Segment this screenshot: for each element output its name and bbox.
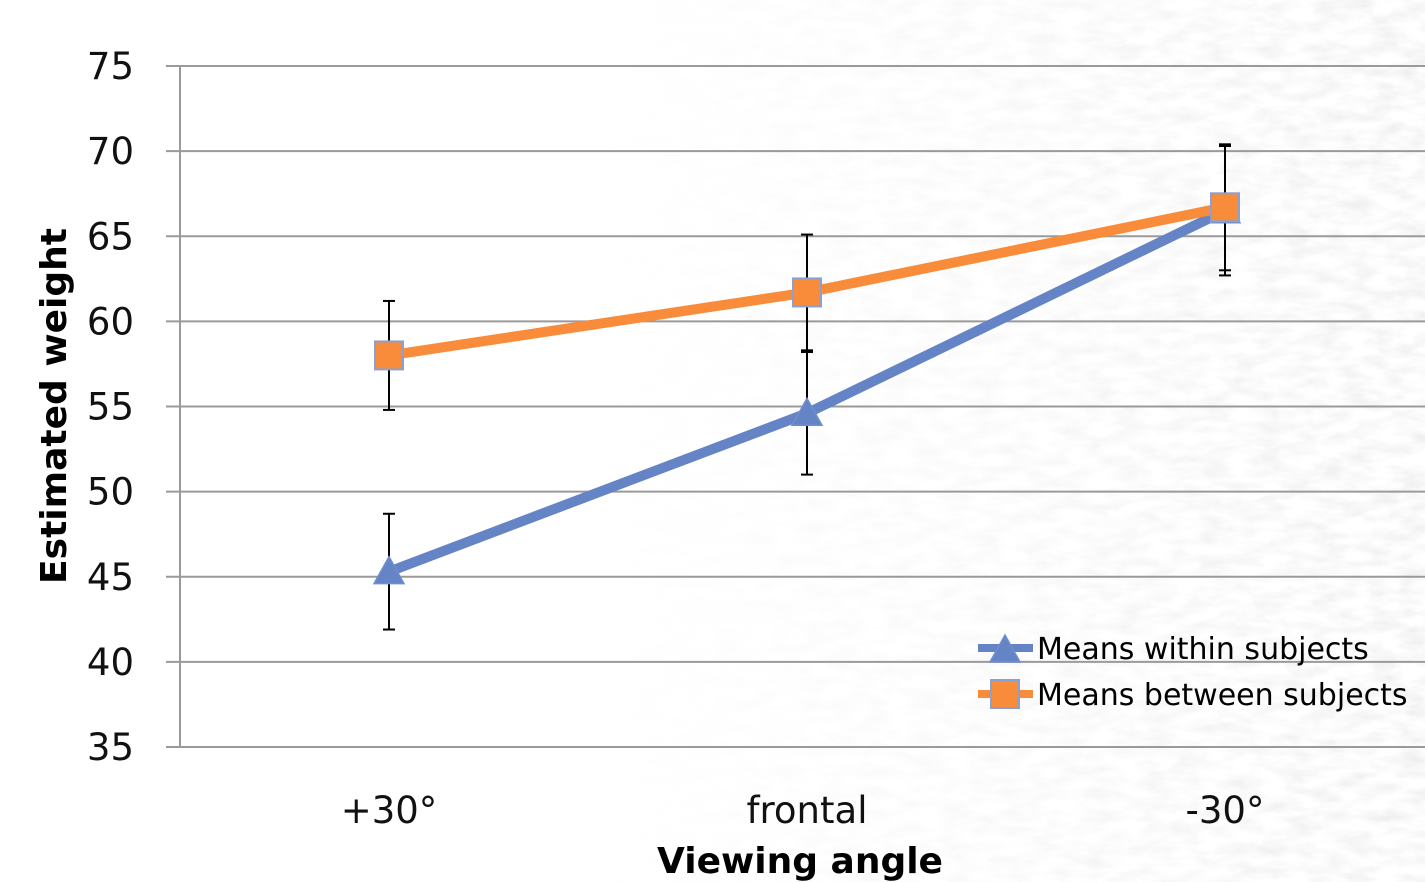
y-axis-title: Estimated weight (34, 228, 75, 584)
y-tick-labels: 35 40 45 50 55 60 65 70 75 (87, 45, 134, 769)
gridlines (166, 65, 1425, 748)
y-tick-label: 60 (87, 300, 134, 343)
legend-item: Means between subjects (978, 678, 1408, 713)
x-tick-label: -30° (1186, 789, 1265, 832)
x-tick-label: +30° (341, 789, 438, 832)
legend-item: Means within subjects (978, 632, 1369, 667)
legend-label: Means within subjects (1037, 632, 1369, 667)
data-point-square (374, 340, 404, 371)
data-point-square (1210, 192, 1240, 223)
y-tick-label: 70 (87, 130, 134, 173)
data-point-triangle (790, 396, 824, 427)
legend-marker-square (990, 679, 1020, 709)
y-tick-label: 45 (87, 556, 134, 599)
data-point-triangle (372, 555, 406, 585)
legend-label: Means between subjects (1037, 678, 1408, 713)
data-markers (372, 192, 1242, 585)
error-bars (383, 143, 1231, 631)
y-tick-label: 35 (87, 726, 134, 769)
y-tick-label: 55 (87, 386, 134, 429)
x-tick-labels: +30° frontal -30° (341, 789, 1265, 832)
x-tick-label: frontal (747, 789, 868, 832)
legend-marker-triangle (988, 633, 1022, 663)
y-tick-label: 40 (87, 641, 134, 684)
legend: Means within subjects Means between subje… (978, 632, 1408, 713)
y-tick-label: 65 (87, 215, 134, 258)
data-point-square (792, 277, 822, 308)
x-axis-title: Viewing angle (657, 841, 943, 882)
y-tick-label: 75 (87, 45, 134, 88)
y-tick-label: 50 (87, 471, 134, 514)
